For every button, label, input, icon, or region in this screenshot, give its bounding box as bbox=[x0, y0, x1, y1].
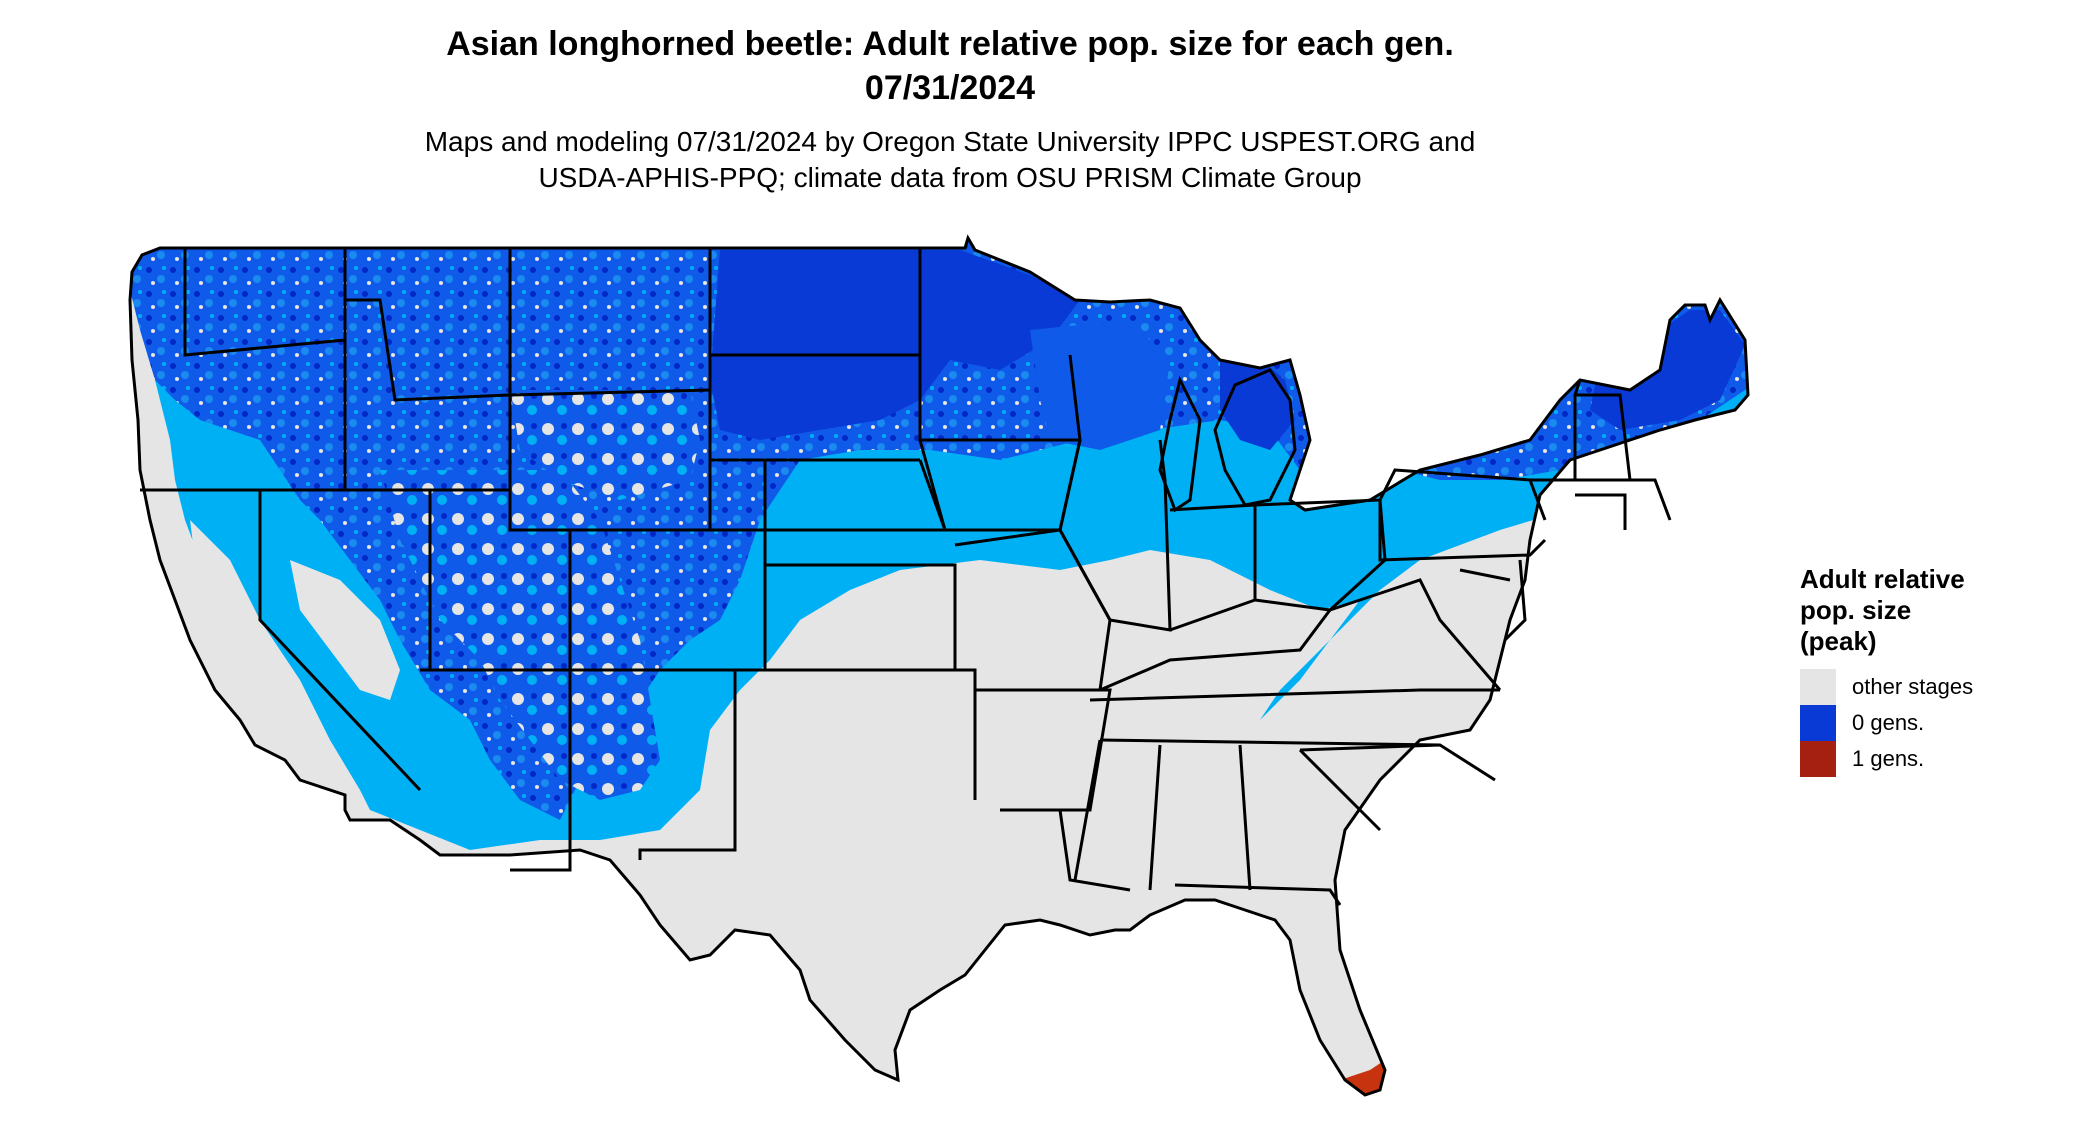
legend-swatch bbox=[1800, 741, 1836, 777]
subtitle-line2: USDA-APHIS-PPQ; climate data from OSU PR… bbox=[538, 162, 1362, 193]
border-new-mexico bbox=[570, 668, 737, 860]
map-subtitle: Maps and modeling 07/31/2024 by Oregon S… bbox=[0, 124, 1900, 196]
subtitle-line1: Maps and modeling 07/31/2024 by Oregon S… bbox=[424, 126, 1476, 157]
border-oklahoma bbox=[735, 668, 977, 800]
legend-label: 0 gens. bbox=[1852, 710, 1925, 735]
border-nevada-california bbox=[258, 490, 422, 792]
great-basin-gray bbox=[290, 560, 400, 700]
legend-label: other stages bbox=[1852, 674, 1974, 699]
legend-title-line: (peak) bbox=[1800, 626, 1877, 656]
deep-blue-region-plains bbox=[710, 250, 1080, 440]
border-new-york-east bbox=[1530, 379, 1582, 482]
border-carolinas bbox=[1299, 743, 1496, 782]
title-block: Asian longhorned beetle: Adult relative … bbox=[0, 22, 1900, 196]
border-new-york-south bbox=[1378, 468, 1547, 521]
border-arizona bbox=[420, 668, 572, 872]
legend: Adult relative pop. size (peak) other st… bbox=[1800, 564, 1973, 777]
border-alabama-georgia bbox=[1238, 744, 1252, 891]
legend-items: other stages 0 gens. 1 gens. bbox=[1800, 669, 1973, 777]
border-minnesota bbox=[918, 354, 1082, 442]
deep-blue-region-wisconsin bbox=[1030, 320, 1170, 450]
border-massachusetts bbox=[1575, 478, 1672, 521]
border-maryland bbox=[1459, 568, 1511, 582]
border-louisiana bbox=[1000, 808, 1131, 892]
border-vt-nh bbox=[1575, 393, 1632, 481]
legend-item-0-gens: 0 gens. bbox=[1800, 705, 1973, 741]
border-alabama-west bbox=[1148, 744, 1162, 891]
map-title-line1: Asian longhorned beetle: Adult relative … bbox=[446, 25, 1454, 63]
wyoming-mixed-region bbox=[510, 390, 700, 500]
lake-michigan-shore bbox=[1158, 375, 1202, 513]
legend-item-other-stages: other stages bbox=[1800, 669, 1973, 705]
border-new-jersey bbox=[1503, 559, 1527, 642]
legend-swatch bbox=[1800, 705, 1836, 741]
border-connecticut bbox=[1575, 493, 1627, 530]
legend-swatch bbox=[1800, 669, 1836, 705]
state-borders bbox=[128, 236, 1750, 1097]
legend-title: Adult relative pop. size (peak) bbox=[1800, 564, 1973, 657]
map-title-line2: 07/31/2024 bbox=[864, 69, 1036, 107]
border-tennessee-south bbox=[1099, 738, 1441, 747]
border-kentucky bbox=[1099, 609, 1332, 692]
border-indiana bbox=[1169, 503, 1257, 632]
deep-blue-region-maine bbox=[1590, 310, 1745, 430]
legend-title-line: pop. size bbox=[1800, 595, 1912, 625]
border-florida bbox=[1174, 883, 1342, 906]
california-valley-gray bbox=[190, 520, 360, 800]
legend-title-line: Adult relative bbox=[1800, 564, 1965, 594]
mountain-mixed-region bbox=[380, 470, 660, 800]
legend-label: 1 gens. bbox=[1852, 746, 1925, 771]
legend-item-1-gens: 1 gens. bbox=[1800, 741, 1973, 777]
border-mississippi bbox=[1073, 739, 1102, 881]
border-tennessee-north bbox=[1089, 688, 1500, 702]
border-idaho-montana bbox=[345, 248, 512, 402]
border-sc-georgia bbox=[1298, 748, 1382, 832]
border-illinois-wisconsin bbox=[1058, 439, 1172, 632]
michigan-lower-peninsula bbox=[1213, 368, 1297, 507]
border-pennsylvania bbox=[1378, 500, 1547, 562]
border-virginia bbox=[1329, 578, 1502, 691]
deep-blue-region-michigan bbox=[1220, 350, 1295, 450]
